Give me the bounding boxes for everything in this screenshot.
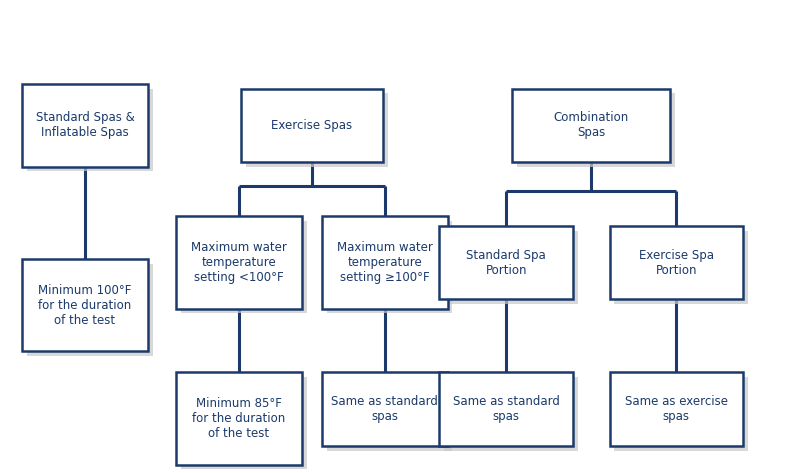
FancyBboxPatch shape <box>322 373 447 446</box>
Text: Minimum 100°F
for the duration
of the test: Minimum 100°F for the duration of the te… <box>38 284 132 326</box>
FancyBboxPatch shape <box>27 89 152 172</box>
Text: Standard Spas &
Inflatable Spas: Standard Spas & Inflatable Spas <box>36 111 134 140</box>
FancyBboxPatch shape <box>27 264 152 356</box>
FancyBboxPatch shape <box>246 94 387 167</box>
FancyBboxPatch shape <box>444 231 578 304</box>
FancyBboxPatch shape <box>181 221 306 314</box>
FancyBboxPatch shape <box>439 373 573 446</box>
FancyBboxPatch shape <box>512 89 670 162</box>
FancyBboxPatch shape <box>22 84 147 167</box>
Text: Minimum 85°F
for the duration
of the test: Minimum 85°F for the duration of the tes… <box>192 397 286 440</box>
Text: Same as standard
spas: Same as standard spas <box>331 395 438 423</box>
FancyBboxPatch shape <box>444 377 578 450</box>
Text: Combination
Spas: Combination Spas <box>554 111 629 140</box>
FancyBboxPatch shape <box>241 89 382 162</box>
FancyBboxPatch shape <box>322 217 447 308</box>
FancyBboxPatch shape <box>22 259 147 351</box>
FancyBboxPatch shape <box>614 377 748 450</box>
FancyBboxPatch shape <box>614 231 748 304</box>
FancyBboxPatch shape <box>326 221 452 314</box>
Text: Same as exercise
spas: Same as exercise spas <box>625 395 728 423</box>
Text: Same as standard
spas: Same as standard spas <box>453 395 560 423</box>
Text: Exercise Spa
Portion: Exercise Spa Portion <box>639 248 714 277</box>
FancyBboxPatch shape <box>609 373 743 446</box>
FancyBboxPatch shape <box>326 377 452 450</box>
Text: Maximum water
temperature
setting <100°F: Maximum water temperature setting <100°F <box>191 241 287 284</box>
FancyBboxPatch shape <box>176 217 301 308</box>
FancyBboxPatch shape <box>609 226 743 299</box>
Text: Exercise Spas: Exercise Spas <box>271 119 352 132</box>
FancyBboxPatch shape <box>439 226 573 299</box>
Text: Maximum water
temperature
setting ≥100°F: Maximum water temperature setting ≥100°F <box>337 241 433 284</box>
FancyBboxPatch shape <box>517 94 675 167</box>
Text: Standard Spa
Portion: Standard Spa Portion <box>467 248 546 277</box>
FancyBboxPatch shape <box>181 377 306 469</box>
FancyBboxPatch shape <box>176 373 301 464</box>
